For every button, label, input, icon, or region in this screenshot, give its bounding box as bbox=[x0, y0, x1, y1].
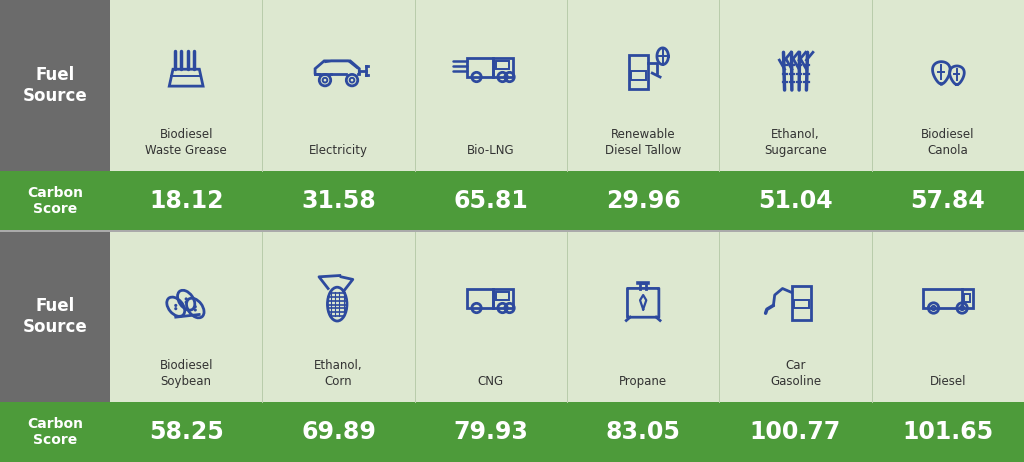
Text: 83.05: 83.05 bbox=[606, 420, 681, 444]
Bar bbox=[494, 58, 513, 77]
Text: Biodiesel
Soybean: Biodiesel Soybean bbox=[160, 359, 213, 388]
Bar bbox=[0, 171, 110, 231]
Bar bbox=[110, 0, 1024, 231]
Bar bbox=[110, 171, 1024, 231]
Text: 101.65: 101.65 bbox=[902, 420, 993, 444]
Text: 69.89: 69.89 bbox=[301, 420, 376, 444]
Text: Fuel
Source: Fuel Source bbox=[23, 297, 87, 336]
Circle shape bbox=[174, 307, 177, 310]
Text: Car
Gasoline: Car Gasoline bbox=[770, 359, 821, 388]
Bar bbox=[923, 289, 973, 308]
Text: Carbon
Score: Carbon Score bbox=[27, 417, 83, 447]
Bar bbox=[494, 289, 513, 308]
Bar bbox=[0, 0, 110, 231]
Bar bbox=[496, 61, 509, 69]
Bar bbox=[0, 402, 110, 462]
Text: 100.77: 100.77 bbox=[750, 420, 841, 444]
Text: Biodiesel
Canola: Biodiesel Canola bbox=[921, 128, 975, 157]
Text: Ethanol,
Sugarcane: Ethanol, Sugarcane bbox=[764, 128, 826, 157]
Text: Biodiesel
Waste Grease: Biodiesel Waste Grease bbox=[145, 128, 227, 157]
Bar bbox=[110, 231, 1024, 462]
Bar bbox=[467, 289, 494, 308]
Text: 29.96: 29.96 bbox=[606, 189, 681, 213]
Bar bbox=[110, 402, 1024, 462]
Text: 51.04: 51.04 bbox=[758, 189, 833, 213]
Text: 57.84: 57.84 bbox=[910, 189, 985, 213]
Text: 31.58: 31.58 bbox=[301, 189, 376, 213]
Text: Fuel
Source: Fuel Source bbox=[23, 66, 87, 105]
Text: Propane: Propane bbox=[620, 375, 668, 388]
Bar bbox=[0, 231, 110, 462]
Bar bbox=[494, 58, 513, 77]
Text: 79.93: 79.93 bbox=[454, 420, 528, 444]
Text: 65.81: 65.81 bbox=[454, 189, 528, 213]
Text: 18.12: 18.12 bbox=[148, 189, 223, 213]
Circle shape bbox=[194, 309, 197, 311]
Text: Bio-LNG: Bio-LNG bbox=[467, 144, 515, 157]
Circle shape bbox=[184, 301, 187, 304]
Text: Ethanol,
Corn: Ethanol, Corn bbox=[314, 359, 362, 388]
Bar bbox=[964, 294, 971, 302]
Text: Electricity: Electricity bbox=[309, 144, 368, 157]
Bar bbox=[632, 71, 646, 79]
Bar bbox=[794, 300, 809, 308]
Text: Carbon
Score: Carbon Score bbox=[27, 186, 83, 216]
Text: 58.25: 58.25 bbox=[148, 420, 223, 444]
Text: Diesel: Diesel bbox=[930, 375, 966, 388]
Bar bbox=[629, 55, 648, 89]
Bar bbox=[467, 58, 494, 77]
Text: CNG: CNG bbox=[478, 375, 504, 388]
Circle shape bbox=[194, 305, 197, 308]
Bar bbox=[496, 292, 509, 300]
Text: Renewable
Diesel Tallow: Renewable Diesel Tallow bbox=[605, 128, 681, 157]
Circle shape bbox=[174, 304, 177, 307]
Bar bbox=[0, 230, 1024, 232]
Circle shape bbox=[184, 298, 187, 300]
Bar bbox=[792, 286, 811, 320]
